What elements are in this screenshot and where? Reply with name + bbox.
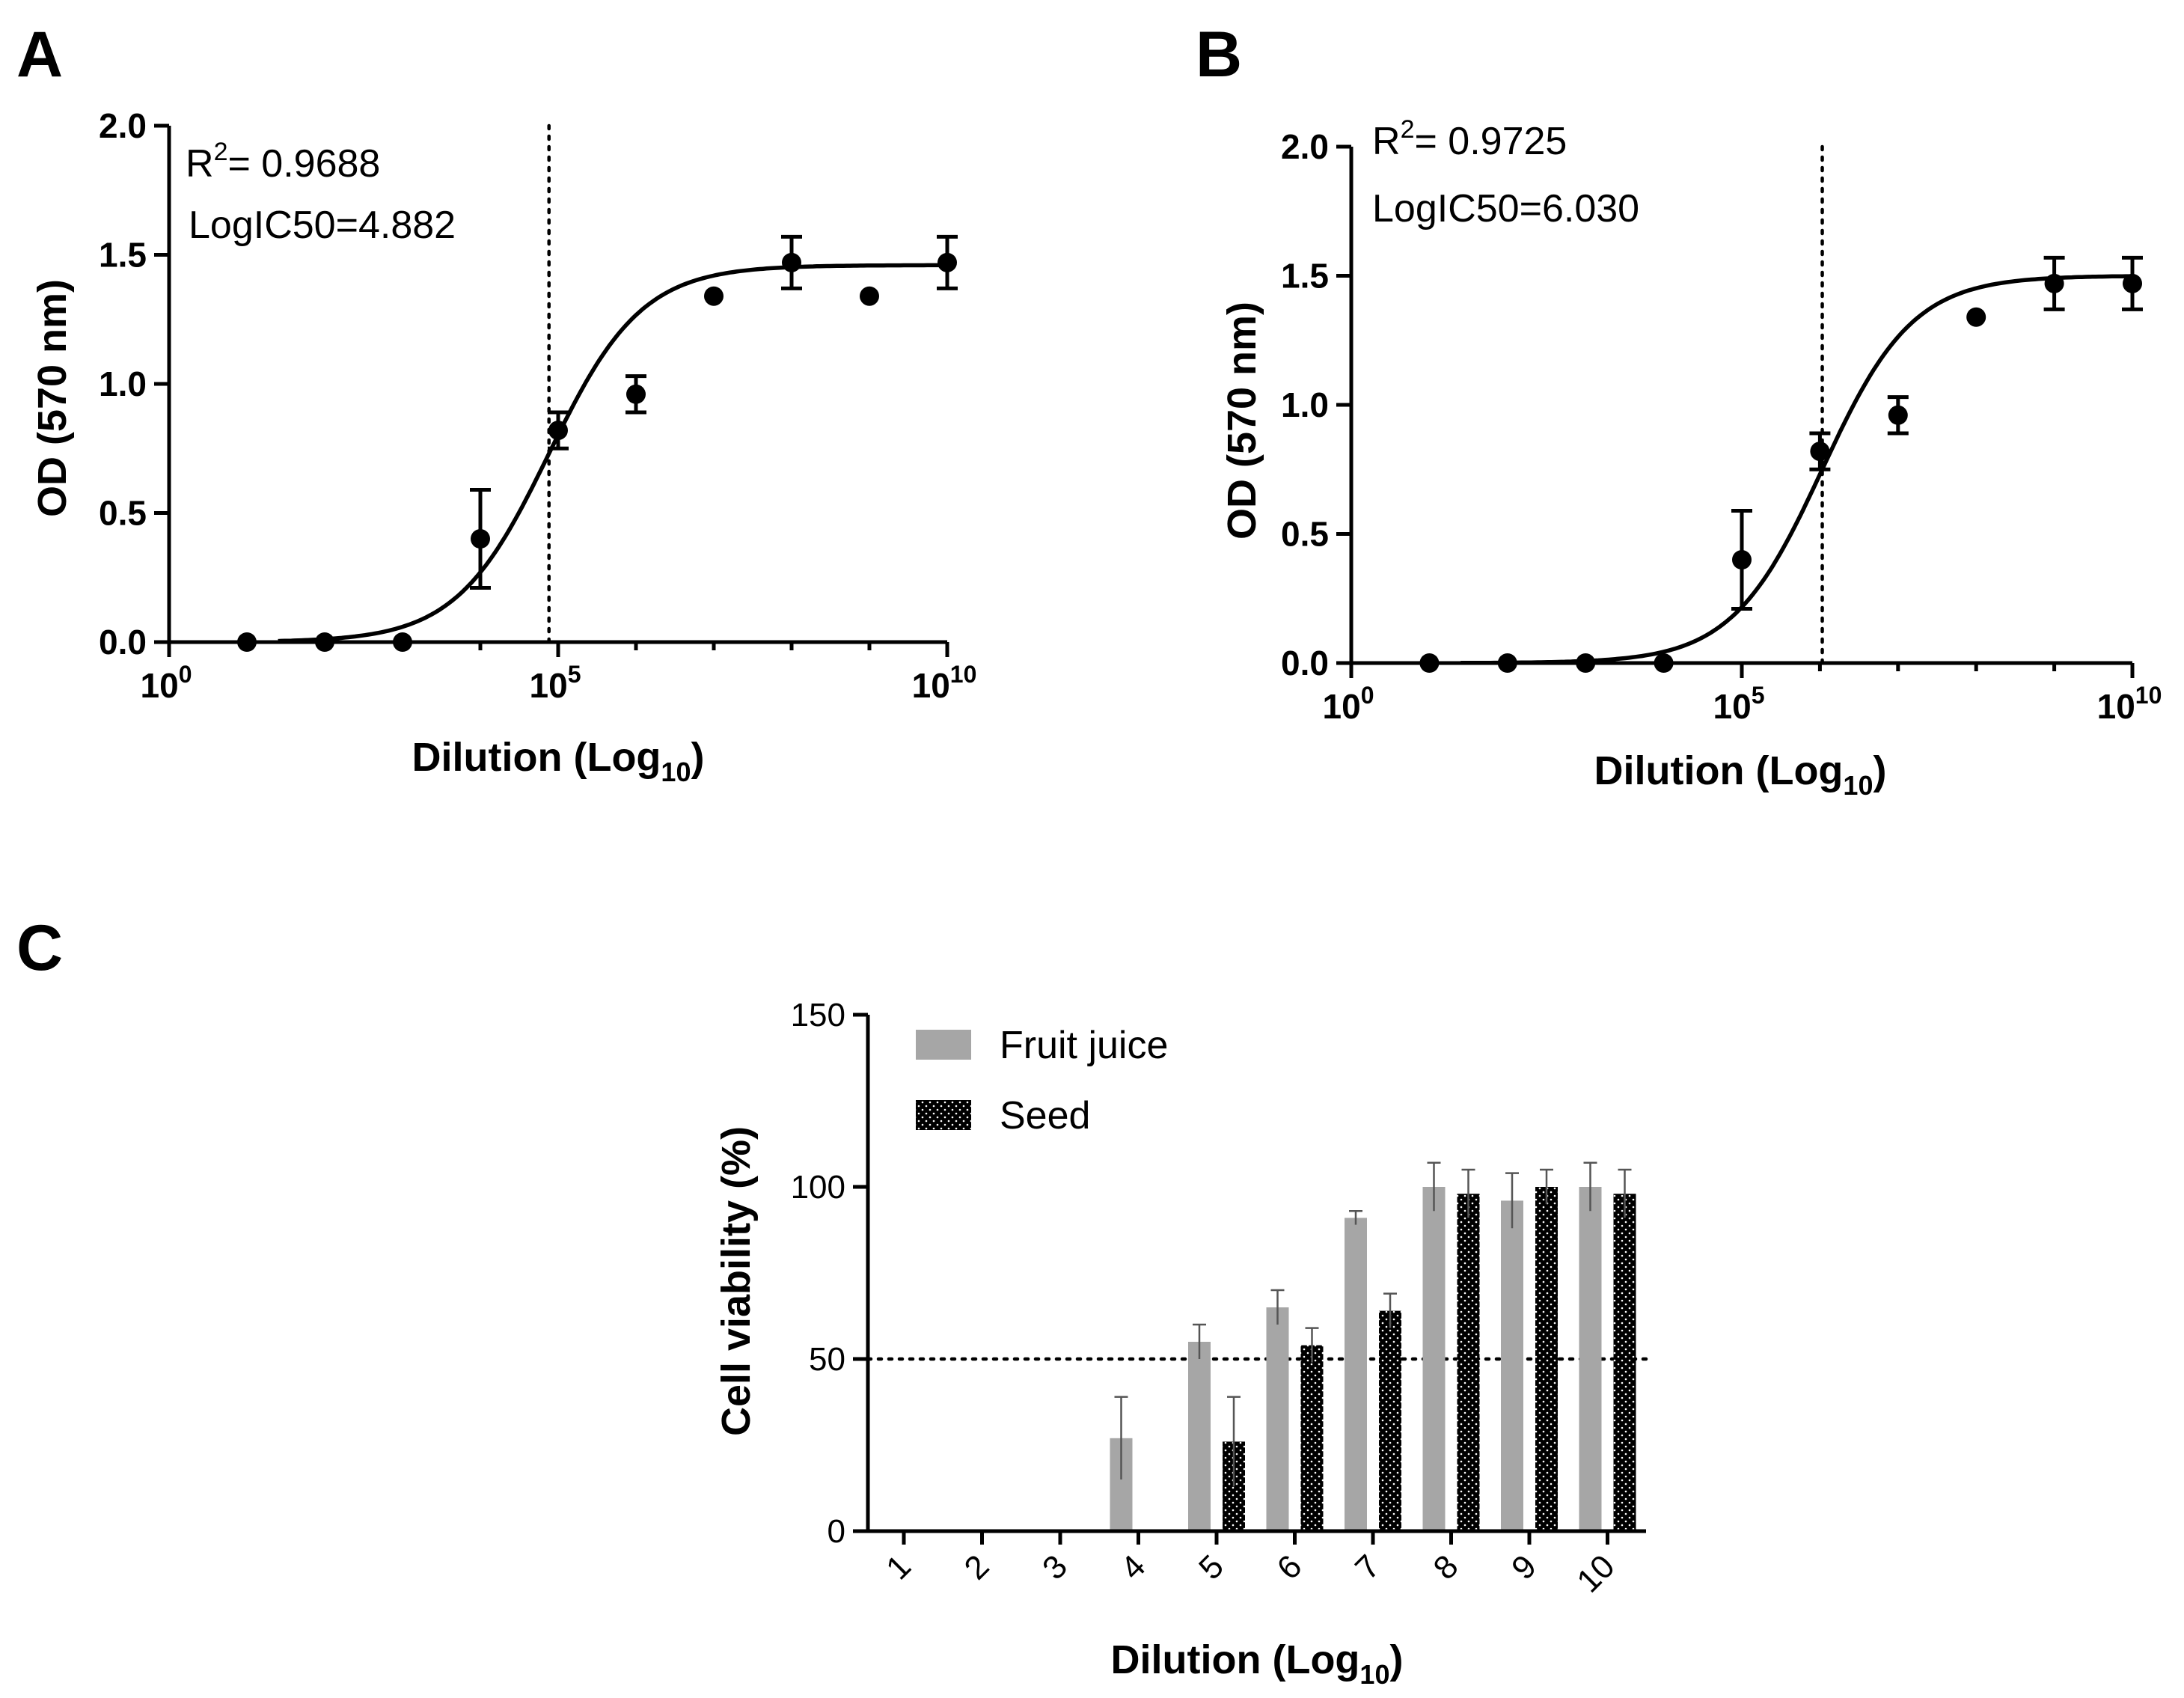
legend-fruit-juice-swatch [916, 1030, 971, 1060]
y-tick-label: 1.0 [99, 364, 147, 403]
bar-fruit-juice [1266, 1307, 1289, 1531]
y-tick-label: 1.5 [1281, 257, 1329, 296]
y-tick-label: 0.5 [1281, 515, 1329, 554]
data-point [1966, 307, 1986, 327]
data-point [937, 252, 957, 272]
x-tick-label: 6 [1270, 1548, 1309, 1586]
y-tick-label: 0.0 [1281, 644, 1329, 682]
panel-a-r2-annotation: R2= 0.9688 [186, 138, 380, 186]
bar-fruit-juice [1579, 1187, 1602, 1531]
x-tick-label: 7 [1348, 1548, 1387, 1586]
x-tick-label: 5 [1192, 1548, 1231, 1586]
panel-b-x-label: Dilution (Log10) [1594, 748, 1887, 801]
x-tick-label: 105 [530, 661, 581, 705]
x-tick-label: 100 [1323, 682, 1374, 726]
panel-a-fit-curve [278, 263, 947, 644]
data-point [860, 286, 879, 306]
y-tick-label: 150 [791, 997, 845, 1033]
bar-fruit-juice [1188, 1342, 1211, 1531]
y-tick-label: 1.5 [99, 236, 147, 275]
bar-fruit-juice [1345, 1218, 1367, 1531]
bar-fruit-juice [1501, 1200, 1523, 1531]
data-point [704, 286, 724, 306]
panel-c-legend: Fruit juice Seed [916, 1024, 1168, 1137]
data-point [471, 529, 490, 549]
bar-seed [1379, 1310, 1401, 1531]
data-point [1810, 442, 1830, 462]
x-tick-label: 10 [1570, 1548, 1621, 1599]
y-tick-label: 100 [791, 1169, 845, 1206]
y-tick-label: 50 [809, 1341, 845, 1378]
legend-seed-label: Seed [1000, 1094, 1090, 1137]
panel-a-y-label: OD (570 nm) [30, 279, 75, 517]
data-point [1732, 550, 1752, 569]
panel-b-letter: B [1196, 19, 1242, 91]
data-point [1888, 405, 1908, 425]
x-tick-label: 8 [1427, 1548, 1466, 1586]
panel-b-r2-annotation: R2= 0.9725 [1372, 115, 1567, 163]
x-tick-label: 2 [958, 1548, 997, 1586]
data-point [626, 384, 646, 404]
panel-c-y-label: Cell viability (%) [714, 1126, 759, 1436]
bar-seed [1535, 1187, 1558, 1531]
y-tick-label: 0.5 [99, 494, 147, 533]
x-tick-label: 100 [141, 661, 192, 705]
panel-b-fit-curve [1460, 274, 2133, 665]
x-tick-label: 4 [1114, 1548, 1153, 1586]
panel-a-letter: A [16, 19, 63, 91]
bar-seed [1613, 1194, 1636, 1531]
y-tick-label: 0.0 [99, 623, 147, 662]
panel-a-chart: 0.0 0.5 1.0 1.5 2.0 100 105 1010 R2= 0.9688 Log… [30, 106, 976, 787]
x-tick-label: 9 [1505, 1548, 1544, 1586]
y-tick-label: 2.0 [1281, 127, 1329, 166]
bar-seed [1300, 1345, 1324, 1531]
x-tick-label: 1010 [912, 661, 977, 705]
legend-seed-swatch [916, 1100, 971, 1130]
y-tick-label: 1.0 [1281, 385, 1329, 424]
bar-fruit-juice [1422, 1187, 1446, 1531]
x-tick-label: 105 [1713, 682, 1765, 726]
panel-a-ic50-annotation: LogIC50=4.882 [189, 204, 456, 247]
y-tick-label: 2.0 [99, 106, 147, 145]
panel-b-ic50-annotation: LogIC50=6.030 [1372, 187, 1639, 230]
x-tick-label: 3 [1036, 1548, 1074, 1586]
data-point [2123, 273, 2142, 293]
panel-c-chart: 0 50 100 150 1 2 3 4 5 6 7 8 9 10 Fruit juice Seed Ce… [714, 997, 1648, 1690]
panel-a-x-label: Dilution (Log10) [412, 735, 705, 787]
x-tick-label: 1 [879, 1548, 918, 1586]
x-tick-label: 1010 [2097, 682, 2162, 726]
y-tick-label: 0 [828, 1513, 845, 1550]
panel-c-x-label: Dilution (Log10) [1111, 1637, 1404, 1690]
legend-fruit-juice-label: Fruit juice [1000, 1024, 1168, 1067]
bar-seed [1457, 1194, 1480, 1531]
panel-b-chart: 0.0 0.5 1.0 1.5 2.0 100 105 1010 R2= 0.9725 Log… [1220, 115, 2162, 801]
panel-b-y-label: OD (570 nm) [1220, 302, 1264, 540]
panel-c-letter: C [16, 912, 63, 984]
